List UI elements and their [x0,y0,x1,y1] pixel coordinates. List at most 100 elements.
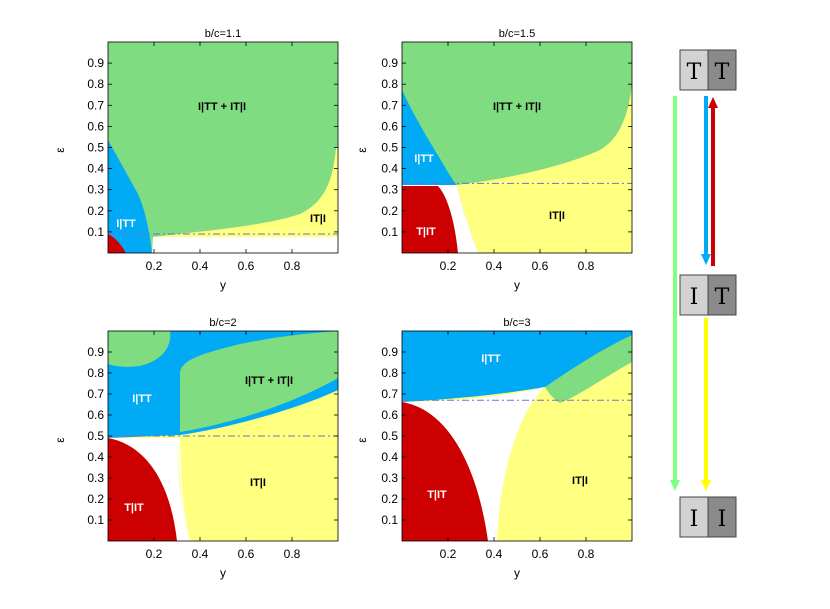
y-tick-label: 0.3 [87,183,104,197]
label-blue: I|TT [481,353,501,365]
y-axis-label: ε [53,147,67,153]
x-axis-label: y [220,566,226,580]
state-right-label: T [715,60,730,85]
y-tick-label: 0.2 [381,492,398,506]
x-tick-label: 0.6 [238,547,255,561]
x-tick-label: 0.6 [238,259,255,273]
region-yellow [153,148,338,237]
panel-title: b/c=3 [503,317,530,329]
label-blue: I|TT [132,393,152,405]
x-axis-label: y [220,278,226,292]
x-tick-label: 0.2 [146,259,163,273]
x-tick-label: 0.8 [284,547,301,561]
state-cell-right [707,496,737,538]
y-tick-label: 0.1 [87,513,104,527]
region-white [152,237,338,253]
region-blue [402,90,457,185]
y-tick-label: 0.7 [87,98,104,112]
state-left-label: T [687,60,702,85]
y-tick-label: 0.9 [87,56,104,70]
label-red: T|IT [416,226,436,238]
state-cell-right [707,274,737,316]
y-tick-label: 0.3 [381,471,398,485]
y-tick-label: 0.5 [381,429,398,443]
region-green [108,331,171,367]
state-left-label: I [690,285,699,310]
y-tick-label: 0.9 [381,345,398,359]
x-tick-label: 0.8 [284,259,301,273]
x-tick-label: 0.2 [440,259,457,273]
y-axis-label: ε [355,437,369,443]
state-right-label: I [718,507,727,532]
x-tick-label: 0.4 [486,259,503,273]
label-blue: I|TT [116,218,136,230]
x-tick-label: 0.6 [532,259,549,273]
panel-bc-2: I|TT + IT|I I|TT IT|I T|IT b/c=2 y ε 0.2… [53,317,339,580]
region-red [402,402,488,541]
y-tick-label: 0.3 [381,183,398,197]
y-axis-label: ε [53,437,67,443]
x-tick-label: 0.2 [440,547,457,561]
y-tick-label: 0.5 [87,141,104,155]
x-tick-label: 0.2 [146,547,163,561]
region-white [176,438,190,541]
panel-bc-1-5: I|TT + IT|I I|TT IT|I T|IT b/c=1.5 y ε 0… [355,28,633,292]
y-tick-label: 0.9 [87,345,104,359]
x-axis-label: y [514,566,520,580]
label-blue: I|TT [414,153,434,165]
y-tick-label: 0.1 [381,513,398,527]
axis-ticks: 0.2 0.4 0.6 0.8 0.1 0.2 0.3 0.4 0.5 0.6 0.7 0.8 0.9 [381,331,632,561]
x-tick-label: 0.8 [578,547,595,561]
region-green [180,331,338,432]
y-tick-label: 0.2 [87,492,104,506]
region-blue [402,331,632,402]
state-tt: T T [679,49,737,91]
label-green: I|TT + IT|I [493,101,541,113]
y-tick-label: 0.4 [87,450,104,464]
state-ii: I I [679,496,737,538]
arrow-tt-to-ii-head [670,480,680,491]
y-tick-label: 0.4 [381,450,398,464]
y-tick-label: 0.8 [381,366,398,380]
arrow-it-to-ii-head [701,480,711,491]
y-tick-label: 0.4 [87,162,104,176]
y-tick-label: 0.6 [381,119,398,133]
y-tick-label: 0.8 [381,77,398,91]
region-green [545,335,632,403]
y-tick-label: 0.7 [381,387,398,401]
state-cell-left [679,274,709,316]
label-red: T|IT [124,502,144,514]
y-tick-label: 0.6 [87,119,104,133]
y-axis-label: ε [355,147,369,153]
region-red [402,186,458,253]
y-tick-label: 0.2 [87,204,104,218]
y-tick-label: 0.5 [381,141,398,155]
label-yellow: IT|I [572,475,588,487]
state-right-label: T [715,285,730,310]
region-red [108,234,126,253]
y-tick-label: 0.6 [87,408,104,422]
state-cell-right [707,49,737,91]
transition-diagram: T T I T I I [670,49,737,538]
y-tick-label: 0.2 [381,204,398,218]
y-tick-label: 0.7 [87,387,104,401]
axis-ticks: 0.2 0.4 0.6 0.8 0.1 0.2 0.3 0.4 0.5 0.6 0.7 0.8 0.9 [381,42,632,273]
label-green: I|TT + IT|I [245,375,293,387]
arrow-tt-to-it-head [701,254,711,265]
label-green: I|TT + IT|I [198,101,246,113]
panel-bc-3: I|TT IT|I T|IT b/c=3 y ε 0.2 0.4 0.6 0.8 0.1… [355,317,633,580]
label-yellow: IT|I [310,213,326,225]
y-tick-label: 0.6 [381,408,398,422]
x-axis-label: y [514,278,520,292]
x-tick-label: 0.4 [192,547,209,561]
label-yellow: IT|I [549,210,565,222]
axis-ticks: 0.2 0.4 0.6 0.8 0.1 0.2 0.3 0.4 0.5 0.6 0.7 0.8 0.9 [87,331,338,561]
state-it: I T [679,274,737,316]
x-tick-label: 0.4 [486,547,503,561]
panel-title: b/c=1.5 [499,28,535,40]
state-left-label: I [690,507,699,532]
region-red [108,438,177,541]
x-tick-label: 0.8 [578,259,595,273]
panel-title: b/c=2 [209,317,236,329]
